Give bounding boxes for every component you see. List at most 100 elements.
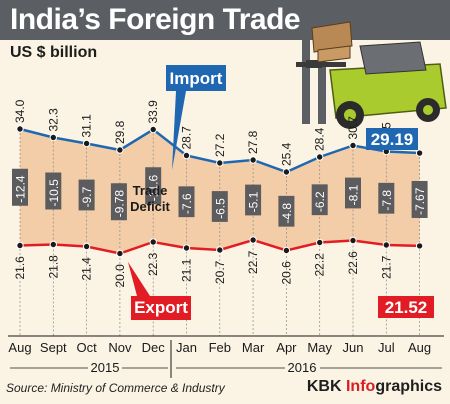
export-point bbox=[49, 240, 57, 249]
x-tick-label: Jun bbox=[343, 340, 364, 355]
export-legend-label: Export bbox=[134, 298, 188, 317]
import-legend-box bbox=[166, 65, 226, 91]
cargo-box bbox=[311, 21, 353, 53]
deficit-data-label: -5.1 bbox=[247, 191, 261, 212]
x-tick-label: Aug bbox=[408, 340, 431, 355]
deficit-data-label: -8.1 bbox=[347, 184, 361, 205]
import-point bbox=[415, 149, 424, 157]
import-data-label: 31.1 bbox=[80, 114, 94, 138]
forklift-cab-roof bbox=[359, 41, 427, 75]
x-tick-label: Oct bbox=[76, 340, 97, 355]
deficit-data-label: -7.6 bbox=[180, 193, 194, 214]
credit-part-3: graphics bbox=[375, 378, 442, 395]
page-title: India’s Foreign Trade bbox=[0, 0, 450, 40]
import-point bbox=[216, 159, 224, 167]
import-data-label: 30.7 bbox=[346, 116, 360, 140]
deficit-label-box bbox=[78, 179, 95, 211]
deficit-data-label: -4.8 bbox=[280, 203, 294, 224]
x-tick-label: Apr bbox=[276, 340, 297, 355]
deficit-label-box bbox=[45, 172, 62, 210]
source-note: Source: Ministry of Commerce & Industry bbox=[6, 381, 225, 395]
import-point bbox=[316, 153, 324, 161]
deficit-label-box bbox=[245, 184, 262, 216]
deficit-legend-label: Trade bbox=[133, 183, 168, 198]
year-label: 2015 bbox=[91, 360, 120, 375]
deficit-label-box bbox=[278, 195, 295, 227]
credit-part-2: Info bbox=[345, 378, 376, 395]
x-tick-label: Jul bbox=[378, 340, 395, 355]
deficit-data-label: -11.6 bbox=[147, 174, 161, 201]
export-data-label: 21.8 bbox=[46, 255, 60, 279]
deficit-label-box bbox=[345, 177, 361, 209]
x-tick-label: Nov bbox=[108, 340, 132, 355]
export-point bbox=[316, 238, 324, 247]
export-final-box bbox=[378, 296, 434, 318]
import-point bbox=[82, 139, 91, 148]
import-point bbox=[149, 125, 157, 134]
export-data-label: 21.1 bbox=[180, 258, 194, 282]
deficit-label-box bbox=[411, 180, 428, 218]
deficit-data-label: -12.4 bbox=[14, 175, 28, 203]
forklift-mast bbox=[302, 18, 310, 124]
year-label: 2016 bbox=[288, 360, 317, 375]
export-point bbox=[216, 246, 224, 254]
export-point bbox=[349, 236, 357, 245]
deficit-data-label: -9.78 bbox=[112, 190, 126, 218]
import-point bbox=[349, 141, 357, 150]
export-point bbox=[282, 246, 291, 255]
export-data-label: 20.0 bbox=[113, 264, 127, 288]
deficit-data-label: -9.7 bbox=[80, 186, 94, 207]
export-data-label: 21.7 bbox=[379, 255, 393, 279]
export-data-label: 22.7 bbox=[246, 250, 260, 274]
export-data-label: 20.7 bbox=[213, 260, 227, 284]
x-tick-label: Aug bbox=[8, 340, 31, 355]
import-final-value: 29.19 bbox=[371, 130, 414, 149]
x-tick-label: Mar bbox=[242, 340, 265, 355]
import-point bbox=[249, 156, 257, 164]
import-data-label: 32.3 bbox=[46, 108, 60, 132]
import-data-label: 28.7 bbox=[180, 126, 194, 150]
import-point bbox=[116, 146, 124, 154]
deficit-label-box bbox=[12, 168, 28, 206]
publisher-credit: KBK Infographics bbox=[307, 378, 442, 396]
cargo-box bbox=[317, 45, 351, 63]
deficit-label-box bbox=[145, 167, 162, 205]
export-point bbox=[16, 241, 24, 250]
deficit-data-label: -7.8 bbox=[380, 190, 394, 211]
import-legend-pointer bbox=[172, 91, 186, 170]
export-data-label: 22.2 bbox=[313, 253, 327, 277]
deficit-data-label: -7.67 bbox=[413, 187, 427, 215]
deficit-data-label: -10.5 bbox=[47, 179, 61, 207]
x-tick-label: Dec bbox=[142, 340, 166, 355]
x-tick-label: May bbox=[307, 340, 332, 355]
import-data-label: 25.4 bbox=[279, 142, 293, 166]
import-point bbox=[16, 125, 24, 133]
deficit-data-label: -6.5 bbox=[213, 198, 227, 219]
credit-part-1: KBK bbox=[306, 378, 346, 395]
export-data-label: 21.4 bbox=[80, 257, 94, 281]
export-data-label: 20.6 bbox=[279, 261, 293, 285]
import-data-label: 29.8 bbox=[113, 120, 127, 144]
import-legend-label: Import bbox=[170, 69, 223, 88]
forklift-wheel-hub bbox=[344, 109, 356, 121]
export-point bbox=[249, 236, 257, 244]
import-data-label: 28.4 bbox=[313, 127, 327, 151]
import-data-label: 27.8 bbox=[246, 130, 260, 154]
export-point bbox=[415, 242, 424, 250]
deficit-label-box bbox=[311, 184, 328, 216]
export-data-label: 21.6 bbox=[13, 256, 27, 280]
x-tick-label: Feb bbox=[209, 340, 231, 355]
import-point bbox=[282, 168, 291, 176]
export-point bbox=[82, 242, 91, 251]
forklift-fork bbox=[296, 62, 346, 67]
export-legend-pointer bbox=[128, 262, 150, 296]
import-point bbox=[49, 133, 57, 142]
deficit-legend-label: Deficit bbox=[130, 199, 170, 214]
export-data-label: 22.3 bbox=[146, 252, 160, 276]
import-data-label: 33.9 bbox=[146, 100, 160, 124]
export-data-label: 22.6 bbox=[346, 251, 360, 275]
x-tick-label: Jan bbox=[176, 340, 197, 355]
import-final-box bbox=[366, 128, 418, 150]
